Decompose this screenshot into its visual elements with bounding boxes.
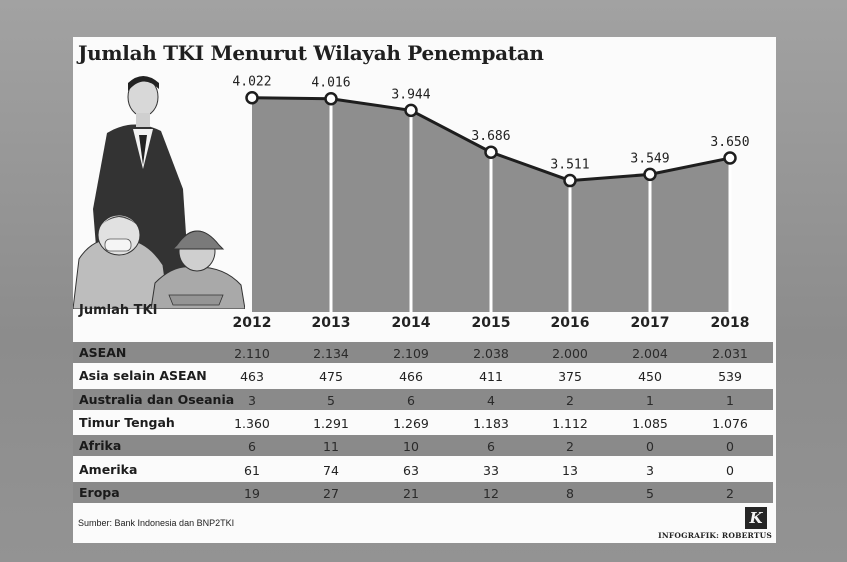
table-cell: 2.000 xyxy=(552,346,588,361)
table-cell: 6 xyxy=(407,392,415,408)
table-cell: 2.004 xyxy=(632,346,668,361)
data-label: 4.016 xyxy=(311,76,350,91)
table-cell: 5 xyxy=(646,485,654,501)
table-row: Timur Tengah 1.360 1.291 1.269 1.183 1.112 1.0… xyxy=(73,412,773,433)
data-label: 3.511 xyxy=(550,158,589,173)
x-tick-label: 2015 xyxy=(471,315,511,331)
table-cell: 2 xyxy=(566,439,574,455)
infographic-card: Jumlah TKI Menurut Wilayah Penempatan xyxy=(73,37,776,543)
table-cell: 1.076 xyxy=(712,415,748,431)
table-cell: 11 xyxy=(323,439,339,455)
table-cell: 1 xyxy=(726,392,734,408)
x-tick-label: 2013 xyxy=(311,315,351,331)
table-cell: 6 xyxy=(248,439,256,455)
table-cell: 466 xyxy=(399,369,423,385)
table-cell: 21 xyxy=(403,485,419,501)
table-cell: 8 xyxy=(566,485,574,501)
row-label: Amerika xyxy=(79,461,138,477)
row-label: Timur Tengah xyxy=(79,414,175,430)
table-row: Australia dan Oseania 3 5 6 4 2 1 1 xyxy=(73,388,773,410)
row-label: Australia dan Oseania xyxy=(79,391,235,407)
table-cell: 450 xyxy=(638,369,662,385)
table-cell: 2.134 xyxy=(313,346,349,361)
y-axis-label: Jumlah TKI xyxy=(79,303,158,318)
table-cell: 1.183 xyxy=(473,415,509,431)
data-label: 4.022 xyxy=(232,75,271,90)
workers-illustration-icon xyxy=(73,76,245,309)
table-cell: 2.031 xyxy=(712,346,748,361)
table-row: Eropa 19 27 21 12 8 5 2 xyxy=(73,481,773,503)
source-note: Sumber: Bank Indonesia dan BNP2TKI xyxy=(78,518,235,528)
table-row: ASEAN 2.110 2.134 2.109 2.038 2.000 2.004 2.031 xyxy=(73,342,773,363)
data-point xyxy=(723,151,737,165)
table-cell: 0 xyxy=(646,439,654,455)
table-cell: 5 xyxy=(327,392,335,408)
table-cell: 1.291 xyxy=(313,415,349,431)
table-cell: 0 xyxy=(726,439,734,455)
x-tick-label: 2018 xyxy=(710,315,750,331)
data-label: 3.686 xyxy=(471,129,510,144)
table-cell: 74 xyxy=(323,462,339,478)
table-cell: 1.360 xyxy=(234,415,270,431)
table-cell: 0 xyxy=(726,462,734,478)
table-cell: 61 xyxy=(244,462,260,478)
table-cell: 411 xyxy=(479,369,503,385)
row-label: Afrika xyxy=(79,438,122,454)
table-cell: 12 xyxy=(483,485,499,501)
table-cell: 33 xyxy=(483,462,499,478)
row-label: Asia selain ASEAN xyxy=(79,368,207,384)
data-label: 3.650 xyxy=(710,135,749,150)
chart-plot: 4.022 4.016 3.944 3.686 3.511 3.549 3.650 xyxy=(232,75,750,312)
table-cell: 4 xyxy=(487,392,495,408)
table-row: Asia selain ASEAN 463 475 466 411 375 450 539 xyxy=(73,365,773,386)
x-tick-label: 2012 xyxy=(232,315,272,331)
data-point xyxy=(404,103,418,118)
table-cell: 19 xyxy=(244,485,260,501)
table-cell: 539 xyxy=(718,369,742,385)
x-axis-years: 2012 2013 2014 2015 2016 2017 2018 xyxy=(73,315,776,339)
table-cell: 2 xyxy=(726,485,734,501)
table-cell: 63 xyxy=(403,462,419,478)
table-cell: 3 xyxy=(646,462,654,478)
table-cell: 375 xyxy=(558,369,582,385)
x-tick-label: 2014 xyxy=(391,315,431,331)
data-point xyxy=(324,91,338,106)
data-point xyxy=(245,90,259,105)
row-label: Eropa xyxy=(79,484,120,500)
table-cell: 1.269 xyxy=(393,415,429,431)
table-cell: 1.112 xyxy=(552,415,588,431)
data-label: 3.944 xyxy=(391,87,430,102)
x-tick-label: 2016 xyxy=(550,315,590,331)
table-cell: 2 xyxy=(566,392,574,408)
table-cell: 2.109 xyxy=(393,346,429,361)
table-cell: 1 xyxy=(646,392,654,408)
table-cell: 6 xyxy=(487,439,495,455)
data-point xyxy=(643,167,657,182)
table-row: Afrika 6 11 10 6 2 0 0 xyxy=(73,435,773,457)
table-cell: 10 xyxy=(403,439,419,455)
x-tick-label: 2017 xyxy=(630,315,670,331)
table-cell: 475 xyxy=(319,369,343,385)
row-label: ASEAN xyxy=(79,345,127,360)
data-point xyxy=(563,173,577,188)
table-cell: 3 xyxy=(248,392,256,408)
table-cell: 2.038 xyxy=(473,346,509,361)
table-cell: 13 xyxy=(562,462,578,478)
data-point xyxy=(484,145,498,159)
credit-note: INFOGRAFIK: ROBERTUS xyxy=(658,531,772,540)
chart-title: Jumlah TKI Menurut Wilayah Penempatan xyxy=(78,41,544,65)
table-cell: 463 xyxy=(240,369,264,385)
kompas-logo-icon: K xyxy=(745,507,767,529)
data-label: 3.549 xyxy=(630,151,669,166)
table-cell: 27 xyxy=(323,485,339,501)
table-cell: 2.110 xyxy=(234,346,270,361)
table-cell: 1.085 xyxy=(632,415,668,431)
table-row: Amerika 61 74 63 33 13 3 0 xyxy=(73,459,773,480)
